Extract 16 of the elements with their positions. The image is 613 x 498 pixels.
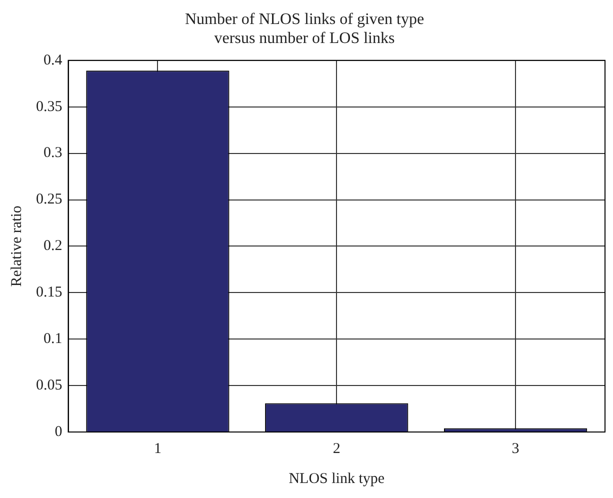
y-tick-label: 0.4 [44,52,63,68]
text: versus number of LOS links [214,30,395,48]
text: Number of NLOS links of given type [184,10,424,28]
y-tick-label: 0.35 [36,98,62,115]
y-axis-title: Relative ratio [8,206,25,287]
x-tick-label: 1 [154,440,162,457]
y-tick-label: 0.2 [44,238,62,254]
x-tick-label: 2 [332,440,340,457]
y-tick-label: 0.15 [36,284,62,301]
y-tick-label: 0.05 [36,377,62,394]
x-axis-title: NLOS link type [288,470,385,487]
y-tick-label: 0 [54,424,62,440]
y-tick-label: 0.1 [44,331,62,348]
x-tick-label: 3 [512,440,520,457]
y-tick-label: 0.25 [36,192,62,208]
y-tick-label: 0.3 [44,145,62,162]
